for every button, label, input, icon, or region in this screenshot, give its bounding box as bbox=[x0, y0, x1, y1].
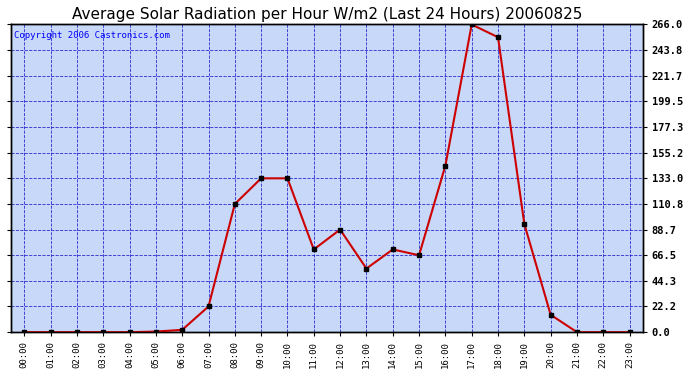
Title: Average Solar Radiation per Hour W/m2 (Last 24 Hours) 20060825: Average Solar Radiation per Hour W/m2 (L… bbox=[72, 7, 582, 22]
Text: Copyright 2006 Castronics.com: Copyright 2006 Castronics.com bbox=[14, 31, 170, 40]
